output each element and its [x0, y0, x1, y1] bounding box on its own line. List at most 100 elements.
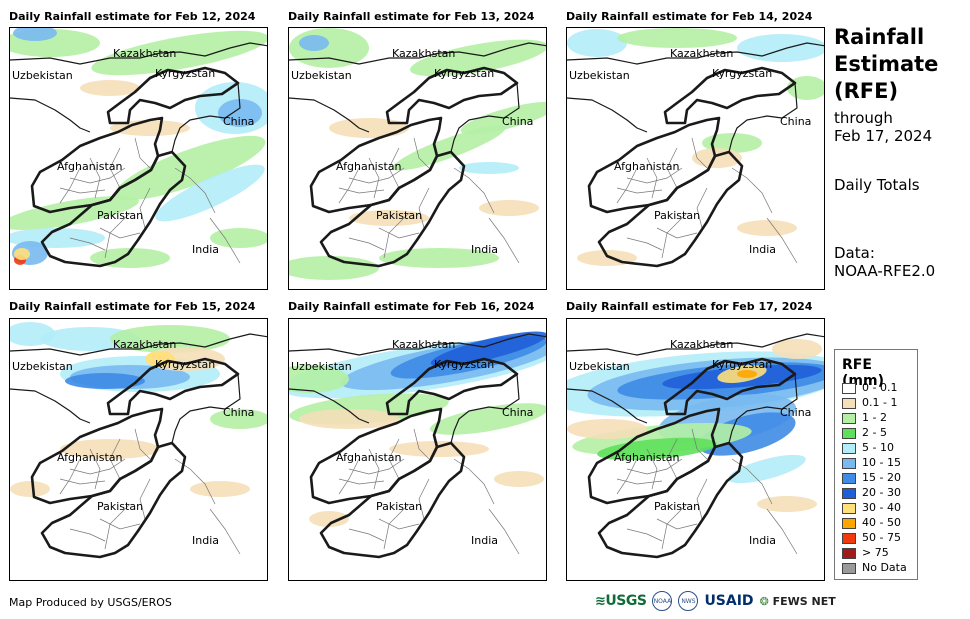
rainfall-area [289, 256, 379, 280]
country-boundary [106, 66, 240, 125]
legend-label: 0.1 - 1 [862, 396, 898, 409]
country-label-china: China [780, 115, 812, 128]
country-label-afghanistan: Afghanistan [57, 451, 123, 464]
legend-item: No Data [842, 561, 907, 575]
country-boundary [40, 441, 187, 559]
country-label-afghanistan: Afghanistan [57, 160, 123, 173]
province-boundary [691, 137, 708, 169]
country-boundary [171, 82, 241, 153]
country-boundary [106, 357, 240, 416]
rainfall-area [460, 101, 546, 135]
rainfall-area [80, 80, 140, 96]
province-boundary [656, 227, 698, 239]
province-boundary [626, 167, 683, 184]
province-boundary [626, 237, 663, 251]
legend-swatch [842, 382, 856, 394]
province-boundary [616, 478, 663, 485]
legend-item: 0.1 - 1 [842, 396, 897, 410]
usgs-logo: ≋USGS [595, 593, 647, 609]
legend-label: > 75 [862, 546, 889, 559]
province-boundary [453, 458, 495, 505]
rainfall-area [299, 35, 329, 51]
province-boundary [696, 478, 708, 520]
country-boundary [597, 150, 744, 268]
rainfall-area [299, 409, 399, 429]
province-boundary [338, 478, 385, 485]
country-boundary [450, 82, 520, 153]
country-boundary [663, 66, 797, 125]
country-label-pakistan: Pakistan [654, 500, 701, 513]
country-boundary [567, 388, 648, 424]
country-boundary [10, 333, 267, 356]
panel-title-feb17: Daily Rainfall estimate for Feb 17, 2024 [566, 300, 813, 313]
panel-title-feb13: Daily Rainfall estimate for Feb 13, 2024 [288, 10, 535, 23]
country-label-china: China [780, 406, 812, 419]
country-boundary [728, 82, 798, 153]
country-label-pakistan: Pakistan [376, 500, 423, 513]
country-label-uzbekistan: Uzbekistan [569, 69, 630, 82]
province-boundary [626, 458, 683, 475]
province-boundary [59, 167, 81, 204]
side-title-line2: Estimate [834, 52, 939, 76]
rainfall-area [737, 220, 797, 236]
rainfall-area [40, 327, 140, 351]
province-boundary [656, 518, 698, 530]
legend-item: 2 - 5 [842, 426, 887, 440]
rainfall-area [410, 39, 546, 77]
country-boundary [597, 441, 744, 559]
country-label-kyrgyzstan: Kyrgyzstan [155, 358, 216, 371]
country-boundary [10, 388, 91, 424]
country-boundary [289, 42, 546, 65]
province-boundary [766, 217, 798, 264]
side-data-label: Data: [834, 244, 875, 262]
country-boundary [728, 373, 798, 444]
country-label-pakistan: Pakistan [97, 500, 144, 513]
rainfall-area [210, 228, 267, 248]
country-boundary [30, 116, 164, 214]
legend-label: 1 - 2 [862, 411, 887, 424]
rainfall-area [145, 351, 175, 367]
province-boundary [174, 458, 216, 505]
legend-swatch [842, 532, 856, 544]
province-boundary [209, 217, 241, 264]
country-label-uzbekistan: Uzbekistan [12, 69, 73, 82]
fews-net-logo: ❂ FEWS NET [759, 594, 836, 608]
country-boundary [567, 42, 824, 65]
province-boundary [691, 428, 708, 460]
country-label-india: India [749, 534, 776, 547]
country-boundary [450, 373, 520, 444]
rainfall-area [757, 496, 817, 512]
province-boundary [99, 227, 141, 239]
province-boundary [338, 167, 360, 204]
map-panel-feb12: Kazakhstan Uzbekistan Kyrgyzstan China Afgha… [9, 27, 268, 290]
province-boundary [338, 458, 360, 495]
province-boundary [766, 508, 798, 555]
country-label-kyrgyzstan: Kyrgyzstan [155, 67, 216, 80]
province-boundary [59, 187, 106, 194]
country-boundary [289, 97, 370, 133]
legend-swatch [842, 427, 856, 439]
panel-title-feb16: Daily Rainfall estimate for Feb 16, 2024 [288, 300, 535, 313]
country-label-kazakhstan: Kazakhstan [670, 338, 734, 351]
logo-strip: ≋USGS NOAA NWS USAID ❂ FEWS NET [595, 589, 836, 613]
side-data-source: NOAA-RFE2.0 [834, 262, 936, 280]
country-boundary [587, 407, 721, 505]
country-boundary [319, 441, 466, 559]
country-label-uzbekistan: Uzbekistan [291, 69, 352, 82]
legend-label: 20 - 30 [862, 486, 901, 499]
province-boundary [731, 167, 773, 214]
map-panel-feb14: Kazakhstan Uzbekistan Kyrgyzstan China Afgha… [566, 27, 825, 290]
map-svg [10, 28, 267, 268]
country-label-uzbekistan: Uzbekistan [569, 360, 630, 373]
province-boundary [666, 438, 678, 480]
country-boundary [40, 150, 187, 268]
country-label-china: China [223, 115, 255, 128]
rainfall-area [389, 441, 489, 457]
country-label-afghanistan: Afghanistan [336, 160, 402, 173]
province-boundary [616, 167, 638, 204]
legend-label: 30 - 40 [862, 501, 901, 514]
country-boundary [567, 97, 648, 133]
country-boundary [309, 407, 443, 505]
country-label-china: China [502, 115, 534, 128]
legend-label: 0 - 0.1 [862, 381, 898, 394]
